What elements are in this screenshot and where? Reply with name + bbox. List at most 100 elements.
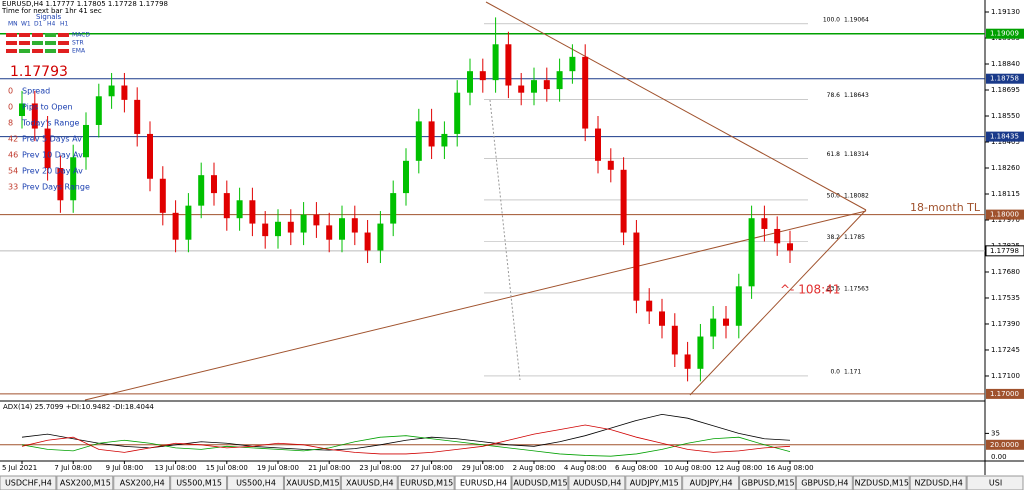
tab-label: GBPUSD,M15 <box>741 479 794 488</box>
tab-label: US500,M15 <box>176 479 222 488</box>
tab-label: GBPUSD,H4 <box>801 479 848 488</box>
stat-value: 0 <box>8 87 13 96</box>
candle-body <box>57 167 64 201</box>
candle-body <box>774 228 781 244</box>
tab-label: EURUSD,M15 <box>400 479 453 488</box>
x-tick-label: 15 Jul 08:00 <box>206 464 248 472</box>
stat-label: Prev 20 Day Av <box>22 167 83 176</box>
stat-label: Pips to Open <box>22 103 73 112</box>
tab[interactable] <box>739 475 796 490</box>
tab[interactable] <box>795 475 853 490</box>
candle-body <box>198 175 205 206</box>
tab[interactable] <box>682 475 740 490</box>
tab-label: AUDJPY,M15 <box>630 479 679 488</box>
indicator-name: EMA <box>72 48 86 55</box>
candle-body <box>377 223 384 251</box>
y-tick-label: 1.17680 <box>991 268 1020 276</box>
signal-cell <box>32 49 43 53</box>
signals-title: Signals <box>36 13 62 21</box>
x-tick-label: 23 Jul 08:00 <box>359 464 401 472</box>
tab-label: USDCHF,H4 <box>5 479 52 488</box>
tab[interactable] <box>170 475 228 490</box>
stat-label: Prev 5 Days Av <box>22 135 82 144</box>
tab[interactable] <box>0 475 57 490</box>
signal-cell <box>58 33 69 37</box>
tab[interactable] <box>397 475 455 490</box>
candle-body <box>211 175 217 194</box>
price-label: 1.17793 <box>10 64 68 80</box>
tab-label: NZDUSD,H4 <box>914 479 962 488</box>
indicator-tick: 35 <box>991 429 1000 437</box>
timer: Time for next bar 1hr 41 sec <box>1 7 102 15</box>
signal-cell <box>32 33 43 37</box>
candle-body <box>761 218 768 229</box>
x-tick-label: 12 Aug 08:00 <box>715 464 762 472</box>
candle-body <box>428 121 435 147</box>
fib-price: 1.18643 <box>844 92 869 99</box>
fib-price: 1.17563 <box>844 285 869 292</box>
tab[interactable] <box>340 475 398 490</box>
candle-body <box>70 157 77 201</box>
tab[interactable] <box>227 475 284 490</box>
stat-value: 46 <box>8 151 18 160</box>
y-tick-label: 1.18695 <box>991 86 1020 94</box>
tab[interactable] <box>568 475 626 490</box>
fib-ratio: 23.6 <box>827 285 841 292</box>
candle-body <box>518 85 525 93</box>
fib-ratio: 100.0 <box>823 16 840 23</box>
level-label: 1.17000 <box>990 390 1019 398</box>
signal-cell <box>6 33 17 37</box>
fib-price: 1.171 <box>844 368 861 375</box>
timeframe: W1 <box>21 21 31 28</box>
candle-body <box>275 221 281 237</box>
candle-body <box>595 128 601 161</box>
candle-body <box>223 193 230 219</box>
x-tick-label: 6 Aug 08:00 <box>615 464 658 472</box>
y-tick-label: 1.18260 <box>991 164 1020 172</box>
candle-body <box>684 354 691 369</box>
candle-body <box>441 133 448 147</box>
fib-ratio: 0.0 <box>830 368 840 375</box>
candle-body <box>249 200 256 224</box>
x-tick-label: 5 Jul 2021 <box>2 464 37 472</box>
tab[interactable] <box>966 475 1024 490</box>
indicator-line <box>21 424 791 455</box>
y-tick-label: 1.17390 <box>991 320 1020 328</box>
fib-ratio: 38.2 <box>827 234 841 241</box>
tab[interactable] <box>511 475 569 490</box>
trendline <box>84 210 867 401</box>
trendline-label: 18-month TL <box>910 201 981 214</box>
x-tick-label: 4 Aug 08:00 <box>564 464 607 472</box>
stat-value: 33 <box>8 183 18 192</box>
candle-body <box>121 85 128 100</box>
candle-body <box>339 218 345 240</box>
level-box <box>986 28 1024 39</box>
stat-label: Prev Days Range <box>22 183 90 192</box>
stat-value: 54 <box>8 167 18 176</box>
level-label: 1.18000 <box>990 211 1019 219</box>
candle-body <box>287 221 294 233</box>
tab-label: USI <box>989 479 1002 488</box>
y-tick-label: 1.18115 <box>991 190 1020 198</box>
fib-ratio: 78.6 <box>827 92 841 99</box>
candle-body <box>633 232 640 301</box>
tab[interactable] <box>625 475 683 490</box>
tab-label: AUDJPY,H4 <box>690 479 733 488</box>
tab[interactable] <box>113 475 171 490</box>
candle-body <box>134 99 141 134</box>
tab[interactable] <box>454 475 512 490</box>
signal-cell <box>45 49 56 53</box>
signal-cell <box>45 41 56 45</box>
candle-body <box>236 200 243 219</box>
candle-body <box>390 193 397 224</box>
tab[interactable] <box>56 475 114 490</box>
tab-label: ASX200,H4 <box>120 479 165 488</box>
tab[interactable] <box>283 475 341 490</box>
x-tick-label: 10 Aug 08:00 <box>664 464 711 472</box>
tab[interactable] <box>852 475 910 490</box>
fib-price: 1.18314 <box>844 151 869 158</box>
signal-cell <box>19 33 30 37</box>
tab[interactable] <box>909 475 967 490</box>
x-tick-label: 27 Jul 08:00 <box>411 464 453 472</box>
